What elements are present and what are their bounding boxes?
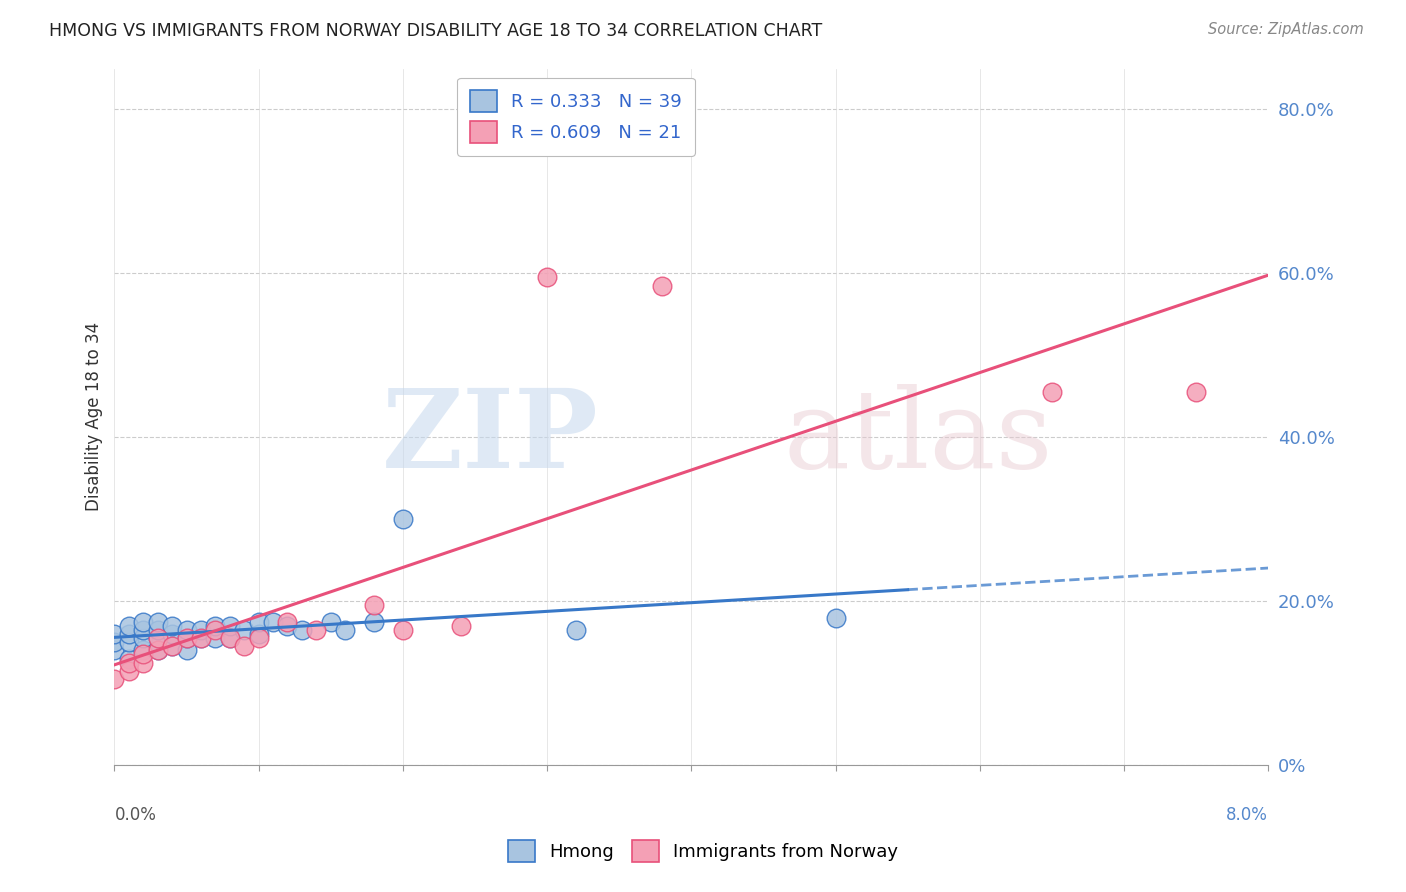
Point <box>305 623 328 637</box>
Legend: R = 0.333   N = 39, R = 0.609   N = 21: R = 0.333 N = 39, R = 0.609 N = 21 <box>457 78 695 156</box>
Point <box>392 512 415 526</box>
Point <box>132 656 155 670</box>
Point <box>363 615 385 629</box>
Point <box>160 627 183 641</box>
Point <box>204 619 226 633</box>
Point <box>118 619 141 633</box>
Text: HMONG VS IMMIGRANTS FROM NORWAY DISABILITY AGE 18 TO 34 CORRELATION CHART: HMONG VS IMMIGRANTS FROM NORWAY DISABILI… <box>49 22 823 40</box>
Point <box>118 651 141 665</box>
Point <box>118 635 141 649</box>
Point <box>276 615 298 629</box>
Point <box>176 631 198 645</box>
Point <box>132 623 155 637</box>
Text: Source: ZipAtlas.com: Source: ZipAtlas.com <box>1208 22 1364 37</box>
Point <box>160 619 183 633</box>
Point <box>204 623 226 637</box>
Point <box>132 631 155 645</box>
Point <box>190 631 212 645</box>
Point <box>204 631 226 645</box>
Legend: Hmong, Immigrants from Norway: Hmong, Immigrants from Norway <box>501 833 905 870</box>
Point <box>190 631 212 645</box>
Point <box>276 619 298 633</box>
Point <box>218 631 240 645</box>
Point <box>536 270 558 285</box>
Point <box>146 615 169 629</box>
Point <box>233 623 256 637</box>
Point <box>319 615 342 629</box>
Point <box>651 278 673 293</box>
Point <box>103 627 125 641</box>
Text: 0.0%: 0.0% <box>114 806 156 824</box>
Point <box>218 619 240 633</box>
Point <box>218 631 240 645</box>
Point <box>146 631 169 645</box>
Point <box>176 631 198 645</box>
Point <box>262 615 284 629</box>
Point <box>132 643 155 657</box>
Point <box>450 619 472 633</box>
Point <box>247 627 270 641</box>
Point <box>118 627 141 641</box>
Point <box>103 672 125 686</box>
Point <box>1040 385 1063 400</box>
Point <box>565 623 588 637</box>
Point <box>392 623 415 637</box>
Point <box>132 615 155 629</box>
Point <box>176 623 198 637</box>
Point <box>146 643 169 657</box>
Point <box>333 623 356 637</box>
Point <box>146 643 169 657</box>
Text: ZIP: ZIP <box>382 384 599 491</box>
Point <box>118 656 141 670</box>
Point <box>160 639 183 653</box>
Point <box>103 635 125 649</box>
Point <box>118 664 141 678</box>
Point <box>1185 385 1208 400</box>
Point <box>190 623 212 637</box>
Y-axis label: Disability Age 18 to 34: Disability Age 18 to 34 <box>86 322 103 511</box>
Text: atlas: atlas <box>783 384 1053 491</box>
Point <box>233 639 256 653</box>
Text: 8.0%: 8.0% <box>1226 806 1268 824</box>
Point <box>291 623 314 637</box>
Point <box>132 648 155 662</box>
Point <box>160 639 183 653</box>
Point <box>176 643 198 657</box>
Point <box>247 615 270 629</box>
Point <box>824 610 846 624</box>
Point <box>363 599 385 613</box>
Point <box>146 623 169 637</box>
Point <box>103 643 125 657</box>
Point <box>247 631 270 645</box>
Point <box>146 631 169 645</box>
